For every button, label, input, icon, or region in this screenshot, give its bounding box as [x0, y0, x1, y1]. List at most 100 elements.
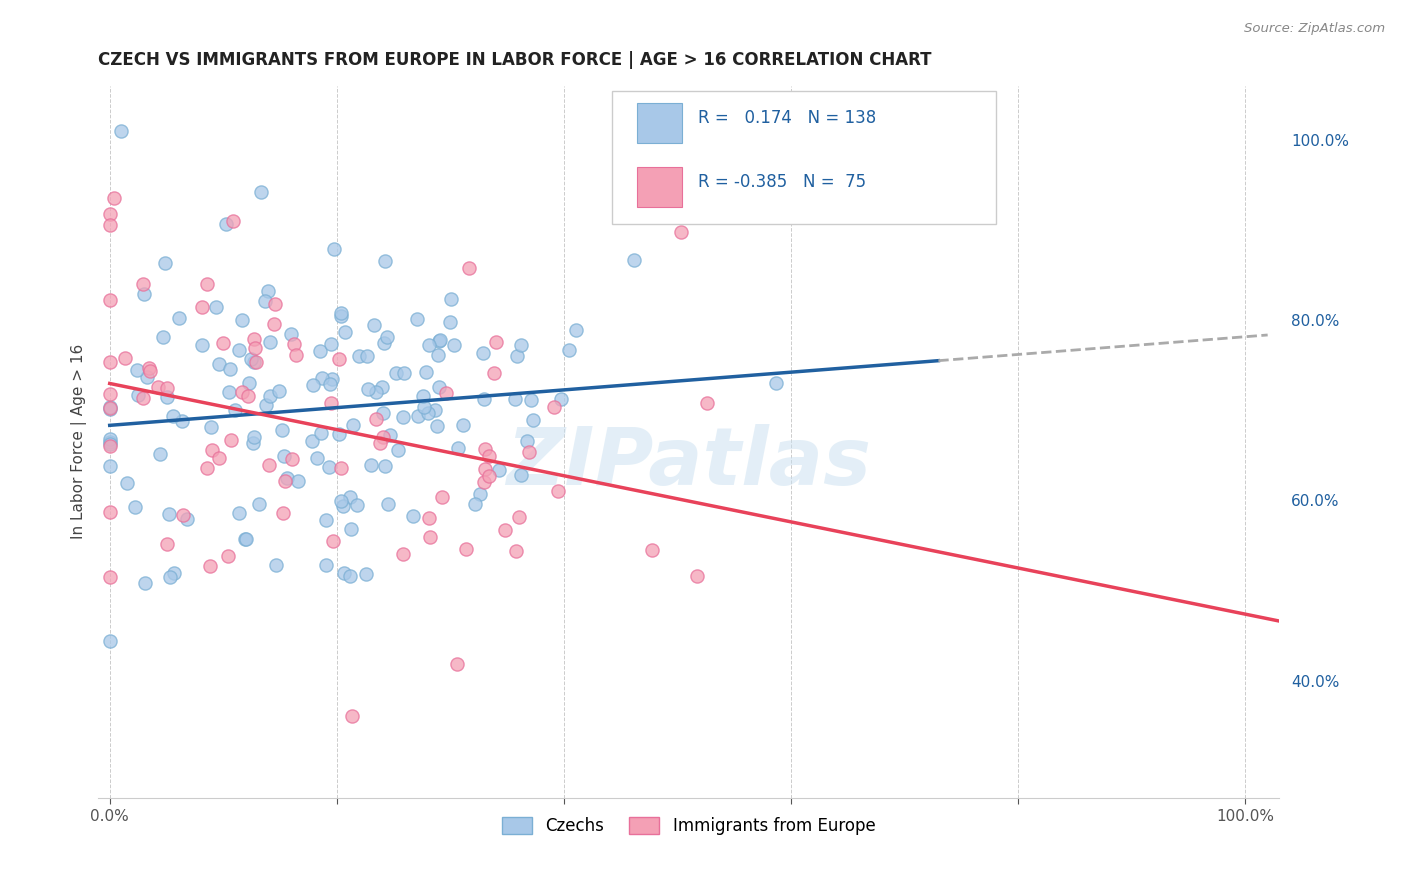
Point [330, 461, 353, 475]
Point [415, 365, 437, 379]
Point [385, 366, 408, 380]
Point [195, 460, 218, 475]
Point [156, 537, 179, 551]
Point [641, 543, 664, 558]
Point [319, 377, 342, 392]
Point [434, 385, 457, 400]
Point [259, 335, 281, 350]
Point [217, 549, 239, 564]
Point [446, 657, 468, 672]
Point [371, 380, 394, 394]
Point [273, 449, 295, 463]
Point [307, 450, 329, 465]
Point [98, 570, 121, 584]
Point [550, 392, 572, 407]
Point [506, 349, 529, 363]
Point [114, 351, 136, 366]
Point [221, 214, 243, 228]
Point [162, 409, 184, 423]
Point [98, 402, 121, 417]
Point [364, 411, 387, 425]
Point [98, 432, 121, 446]
Point [517, 445, 540, 459]
Point [418, 511, 440, 525]
Point [124, 500, 146, 514]
Point [257, 284, 280, 298]
Point [356, 566, 378, 581]
Point [472, 346, 495, 360]
Point [357, 382, 380, 396]
Point [488, 463, 510, 477]
Point [565, 323, 588, 337]
Point [426, 419, 449, 434]
Point [315, 558, 337, 572]
Point [340, 522, 363, 536]
Point [242, 435, 264, 450]
Point [98, 355, 121, 369]
Point [374, 254, 396, 268]
Point [231, 313, 253, 327]
Point [329, 309, 352, 323]
Point [443, 338, 465, 352]
Point [263, 317, 285, 331]
Point [98, 437, 121, 451]
Point [138, 360, 160, 375]
Point [219, 433, 242, 447]
Point [98, 435, 121, 450]
Point [423, 403, 446, 417]
Point [427, 334, 450, 348]
Point [156, 381, 179, 395]
Point [505, 543, 527, 558]
Point [155, 256, 177, 270]
Point [238, 376, 260, 391]
Point [98, 505, 121, 519]
Point [287, 474, 309, 488]
Point [426, 348, 449, 362]
Point [623, 252, 645, 267]
Text: R =   0.174   N = 138: R = 0.174 N = 138 [699, 109, 876, 127]
Point [686, 569, 709, 583]
Point [472, 475, 495, 489]
Point [503, 392, 526, 406]
Point [392, 409, 415, 424]
Point [235, 533, 257, 547]
Point [516, 434, 538, 448]
Point [280, 326, 302, 341]
Point [132, 287, 155, 301]
Y-axis label: In Labor Force | Age > 16: In Labor Force | Age > 16 [72, 344, 87, 540]
Point [263, 297, 285, 311]
Text: CZECH VS IMMIGRANTS FROM EUROPE IN LABOR FORCE | AGE > 16 CORRELATION CHART: CZECH VS IMMIGRANTS FROM EUROPE IN LABOR… [98, 51, 932, 69]
Point [243, 355, 266, 369]
Point [418, 406, 440, 420]
Point [508, 509, 530, 524]
Point [458, 260, 481, 275]
FancyBboxPatch shape [637, 168, 682, 207]
Point [157, 507, 180, 521]
Point [215, 217, 238, 231]
Point [212, 335, 235, 350]
Point [364, 384, 387, 399]
Point [98, 293, 121, 307]
Point [254, 398, 277, 412]
Point [346, 498, 368, 512]
Point [228, 507, 250, 521]
Point [257, 458, 280, 473]
Point [321, 337, 343, 351]
Point [205, 300, 228, 314]
Point [125, 362, 148, 376]
Point [176, 512, 198, 526]
Point [245, 355, 267, 369]
Point [309, 426, 332, 441]
Point [472, 392, 495, 407]
Point [315, 513, 337, 527]
Point [254, 294, 277, 309]
Point [224, 402, 246, 417]
Point [172, 508, 194, 522]
Point [110, 123, 132, 137]
Point [427, 380, 450, 394]
Point [440, 292, 463, 306]
Text: Source: ZipAtlas.com: Source: ZipAtlas.com [1244, 22, 1385, 36]
Point [429, 333, 451, 347]
Point [765, 376, 787, 390]
FancyBboxPatch shape [612, 90, 995, 225]
